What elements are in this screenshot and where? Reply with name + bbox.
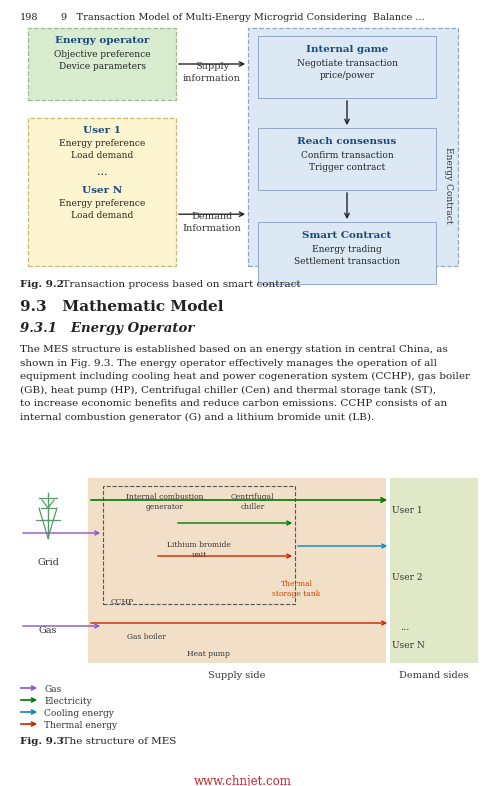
Text: Energy preference: Energy preference [59,199,145,208]
FancyBboxPatch shape [28,118,176,266]
Text: unit: unit [191,551,207,559]
Text: Device parameters: Device parameters [58,62,145,71]
Text: The MES structure is established based on an energy station in central China, as: The MES structure is established based o… [20,345,448,354]
Text: Load demand: Load demand [71,211,133,220]
Text: Supply side: Supply side [208,671,266,680]
Text: Gas: Gas [44,685,61,694]
Text: Objective preference: Objective preference [53,50,150,59]
Text: Thermal energy: Thermal energy [44,721,117,730]
Text: User 2: User 2 [392,573,422,582]
Text: Heat pump: Heat pump [187,650,229,658]
Text: equipment including cooling heat and power cogeneration system (CCHP), gas boile: equipment including cooling heat and pow… [20,372,470,381]
Text: to increase economic benefits and reduce carbon emissions. CCHP consists of an: to increase economic benefits and reduce… [20,399,447,408]
Text: Information: Information [183,224,242,233]
FancyBboxPatch shape [248,28,458,266]
Text: 9.3   Mathematic Model: 9.3 Mathematic Model [20,300,224,314]
Text: Demand: Demand [191,212,233,221]
Text: ...: ... [97,167,107,177]
Text: Energy operator: Energy operator [55,36,149,45]
Text: Supply: Supply [195,62,229,71]
Text: Energy Contract: Energy Contract [444,147,452,224]
Text: information: information [183,74,241,83]
Text: Grid: Grid [37,558,59,567]
Text: Load demand: Load demand [71,151,133,160]
Text: Transaction process based on smart contract: Transaction process based on smart contr… [56,280,301,289]
Text: Lithium bromide: Lithium bromide [167,541,231,549]
Text: Gas: Gas [39,626,57,635]
Text: www.chnjet.com: www.chnjet.com [194,775,292,786]
Text: chiller: chiller [241,503,265,511]
Text: Centrifugal: Centrifugal [231,493,275,501]
FancyBboxPatch shape [28,28,176,100]
Text: Smart Contract: Smart Contract [302,231,392,240]
Text: 198: 198 [20,13,38,22]
FancyBboxPatch shape [258,128,436,190]
Text: User 1: User 1 [83,126,121,135]
Text: Fig. 9.3: Fig. 9.3 [20,737,64,746]
Text: Cooling energy: Cooling energy [44,709,114,718]
FancyBboxPatch shape [258,222,436,284]
Text: Settlement transaction: Settlement transaction [294,257,400,266]
Text: Fig. 9.2: Fig. 9.2 [20,280,64,289]
Text: User 1: User 1 [392,506,423,515]
Text: Gas boiler: Gas boiler [126,633,165,641]
Text: Energy preference: Energy preference [59,139,145,148]
Text: Confirm transaction: Confirm transaction [301,151,393,160]
Text: (GB), heat pump (HP), Centrifugal chiller (Cen) and thermal storage tank (ST),: (GB), heat pump (HP), Centrifugal chille… [20,385,436,395]
Text: Internal game: Internal game [306,45,388,54]
FancyBboxPatch shape [88,478,386,663]
Text: price/power: price/power [319,71,375,80]
Text: 9.3.1   Energy Operator: 9.3.1 Energy Operator [20,322,194,335]
Text: Electricity: Electricity [44,697,92,706]
Text: Reach consensus: Reach consensus [297,137,397,146]
Text: User N: User N [392,641,425,650]
Text: User N: User N [82,186,122,195]
Text: storage tank: storage tank [273,590,321,598]
FancyBboxPatch shape [390,478,478,663]
Text: CCHP: CCHP [111,598,134,606]
Text: shown in Fig. 9.3. The energy operator effectively manages the operation of all: shown in Fig. 9.3. The energy operator e… [20,358,437,368]
Text: generator: generator [145,503,183,511]
Text: Thermal: Thermal [280,580,312,588]
Text: internal combustion generator (G) and a lithium bromide unit (LB).: internal combustion generator (G) and a … [20,413,374,421]
Text: Negotiate transaction: Negotiate transaction [296,59,398,68]
FancyBboxPatch shape [258,36,436,98]
Text: 9   Transaction Model of Multi-Energy Microgrid Considering  Balance ...: 9 Transaction Model of Multi-Energy Micr… [61,13,425,22]
Text: The structure of MES: The structure of MES [56,737,176,746]
Text: Trigger contract: Trigger contract [309,163,385,172]
Text: ...: ... [400,623,409,632]
Text: Energy trading: Energy trading [312,245,382,254]
Text: Internal combustion: Internal combustion [126,493,203,501]
Text: Demand sides: Demand sides [399,671,469,680]
